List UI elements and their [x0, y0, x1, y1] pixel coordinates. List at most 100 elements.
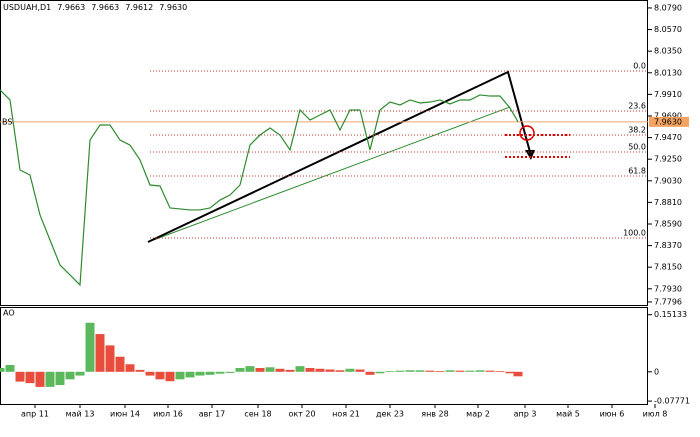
y-tick-label: 8.0790	[654, 3, 682, 12]
x-tick-label: июн 6	[600, 410, 625, 419]
header: USDUAH,D1 7.9663 7.9663 7.9612 7.9630	[3, 3, 187, 12]
y-tick-label: -0.07771	[654, 397, 690, 406]
fib-label: 61.8	[628, 166, 646, 175]
price-tag-label: 7.9630	[654, 117, 682, 126]
ao-bar	[325, 369, 335, 372]
x-tick-label: дек 23	[376, 410, 404, 419]
circle-marker	[519, 125, 535, 141]
ao-bar	[155, 371, 165, 380]
ao-bar	[305, 368, 315, 372]
ao-bar	[195, 371, 205, 376]
x-tick-label: июл 8	[643, 410, 668, 419]
y-tick-label: 7.7796	[654, 297, 682, 306]
line-label: BS	[2, 117, 12, 126]
y-tick-label: 7.9910	[654, 90, 682, 99]
ao-bar	[375, 371, 385, 374]
y-tick-label: 7.9250	[654, 155, 682, 164]
ao-bar	[513, 371, 523, 377]
ao-bar	[55, 371, 65, 385]
fib-label: 0.0	[633, 61, 646, 70]
y-tick-label: 7.8150	[654, 263, 682, 272]
ao-bar	[315, 368, 325, 372]
ao-bar	[365, 371, 375, 375]
ao-bar	[125, 364, 135, 372]
header-text: 7.9630	[159, 3, 187, 12]
y-tick-label: 7.8810	[654, 198, 682, 207]
ao-bar	[145, 371, 155, 376]
ao-title: AO	[3, 309, 15, 318]
ao-bar	[215, 371, 225, 374]
ao-panel	[0, 307, 648, 405]
ao-bar	[25, 371, 35, 384]
y-tick-label: 8.0130	[654, 68, 682, 77]
price-tag	[649, 116, 689, 127]
ao-bar	[115, 356, 125, 372]
x-tick-label: апр 3	[514, 410, 537, 419]
y-tick-label: 7.9030	[654, 176, 682, 185]
x-tick-label: окт 20	[288, 410, 315, 419]
ao-bar	[235, 368, 245, 372]
ao-bar	[105, 345, 115, 372]
x-tick-label: янв 28	[421, 410, 448, 419]
annotations	[147, 70, 570, 243]
fib-label: 50.0	[628, 143, 646, 152]
ao-bar	[405, 370, 415, 372]
ao-bar	[225, 371, 235, 373]
fib-label: 100.0	[623, 229, 646, 238]
y-tick-label: 7.8370	[654, 241, 682, 250]
x-tick-label: июл 16	[153, 410, 183, 419]
ao-bar	[445, 370, 455, 372]
y-tick-label: 8.0350	[654, 47, 682, 56]
ao-bar	[135, 369, 145, 372]
ao-bar	[395, 370, 405, 372]
ao-bar	[385, 371, 395, 372]
y-tick-label: 8.0570	[654, 25, 682, 34]
trend-line	[147, 106, 511, 243]
header-text: 7.9663	[91, 3, 119, 12]
x-tick-label: июн 14	[110, 410, 140, 419]
y-tick-label: 7.8590	[654, 219, 682, 228]
ao-bar	[415, 370, 425, 372]
ao-bar	[185, 371, 195, 378]
y-tick-label: 0	[654, 367, 659, 376]
ao-bar	[95, 334, 105, 372]
ao-bar	[245, 366, 255, 372]
ao-bar	[255, 368, 265, 372]
ao-bar	[355, 369, 365, 372]
ao-bar	[0, 368, 5, 372]
ao-bar	[275, 368, 285, 372]
ao-bar	[335, 370, 345, 372]
y-tick-label: 7.9470	[654, 133, 682, 142]
header-text: 7.9612	[125, 3, 153, 12]
x-tick-label: авг 17	[199, 410, 226, 419]
x-tick-label: май 5	[556, 410, 580, 419]
y-tick-label: 0.15133	[654, 310, 687, 319]
ao-bar	[495, 371, 505, 372]
y-tick-label: 7.9690	[654, 111, 682, 120]
price-line	[0, 89, 519, 287]
ao-bar	[5, 365, 15, 372]
ao-bar	[85, 322, 95, 372]
trend-arrow	[147, 70, 531, 243]
ao-bar	[295, 366, 305, 372]
header-text: 7.9663	[57, 3, 85, 12]
arrow-head	[525, 150, 535, 160]
ao-bar	[205, 371, 215, 375]
x-tick-label: апр 11	[21, 410, 49, 419]
ao-bar	[65, 371, 75, 380]
ao-bar	[45, 371, 55, 387]
ao-bar	[475, 370, 485, 372]
fib-label: 38.2	[628, 126, 646, 135]
ao-bar	[175, 371, 185, 380]
ao-bar	[165, 371, 175, 382]
x-tick-label: сен 18	[244, 410, 271, 419]
ao-bar	[345, 368, 355, 372]
x-tick-label: ноя 21	[332, 410, 360, 419]
ao-bar	[425, 370, 435, 372]
ao-bar	[265, 367, 275, 372]
x-tick-label: май 13	[66, 410, 95, 419]
price-panel	[0, 0, 648, 306]
header-text: USDUAH,D1	[3, 3, 51, 12]
ao-bar	[285, 369, 295, 372]
